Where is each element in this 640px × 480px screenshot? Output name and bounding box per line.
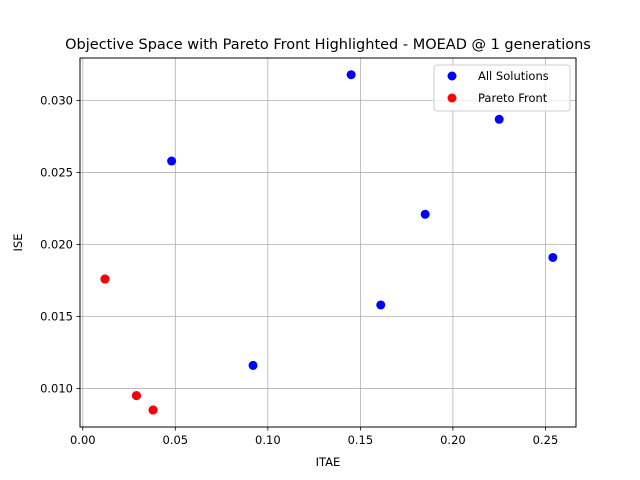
legend-box — [433, 64, 571, 112]
x-tick-label: 0.20 — [440, 433, 466, 447]
x-axis-ticks: 0.00 0.05 0.10 0.15 0.20 0.25 — [70, 427, 558, 447]
y-tick-label: 0.030 — [40, 94, 73, 108]
legend-marker-pareto-front — [447, 93, 457, 103]
plot-area-frame — [79, 57, 577, 428]
y-axis-ticks: 0.010 0.015 0.020 0.025 0.030 — [40, 94, 80, 395]
legend-marker-all-solutions — [447, 71, 457, 81]
all-solutions-point — [494, 114, 504, 124]
y-tick-label: 0.025 — [40, 166, 73, 180]
y-tick-label: 0.020 — [40, 238, 73, 252]
x-axis-label: ITAE — [316, 455, 341, 469]
all-solutions-point — [248, 360, 258, 370]
y-axis-label: ISE — [11, 234, 25, 252]
y-tick-label: 0.010 — [40, 381, 73, 395]
legend-label-all-solutions: All Solutions — [478, 69, 549, 83]
legend-label-pareto-front: Pareto Front — [478, 91, 548, 105]
all-solutions-point — [420, 209, 430, 219]
x-tick-label: 0.25 — [533, 433, 559, 447]
x-tick-label: 0.05 — [163, 433, 189, 447]
y-tick-label: 0.015 — [40, 309, 73, 323]
x-tick-label: 0.00 — [70, 433, 96, 447]
all-solutions-point — [167, 156, 177, 166]
pareto-front-point — [100, 274, 110, 284]
pareto-front-point — [131, 391, 141, 401]
all-solutions-point — [548, 252, 558, 262]
all-solutions-point — [346, 70, 356, 80]
pareto-front-point — [148, 405, 158, 415]
data-points — [100, 70, 558, 415]
x-tick-label: 0.15 — [348, 433, 374, 447]
x-tick-label: 0.10 — [255, 433, 281, 447]
legend: All Solutions Pareto Front — [433, 64, 571, 112]
all-solutions-point — [376, 300, 386, 310]
chart-title: Objective Space with Pareto Front Highli… — [65, 37, 591, 53]
